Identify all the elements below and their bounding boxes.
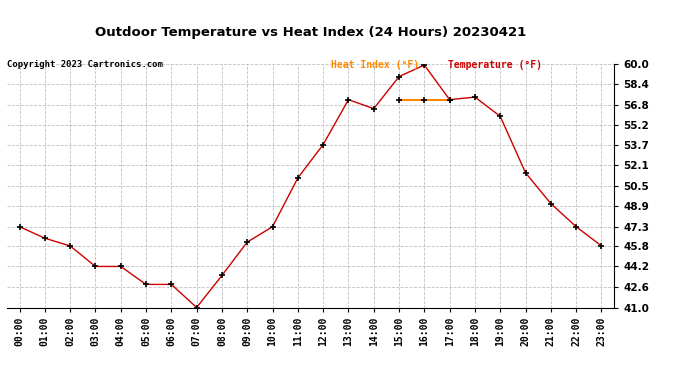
Text: Outdoor Temperature vs Heat Index (24 Hours) 20230421: Outdoor Temperature vs Heat Index (24 Ho… — [95, 26, 526, 39]
Text: Temperature (°F): Temperature (°F) — [448, 60, 542, 70]
Text: Heat Index (°F): Heat Index (°F) — [331, 60, 420, 70]
Text: Copyright 2023 Cartronics.com: Copyright 2023 Cartronics.com — [7, 60, 163, 69]
